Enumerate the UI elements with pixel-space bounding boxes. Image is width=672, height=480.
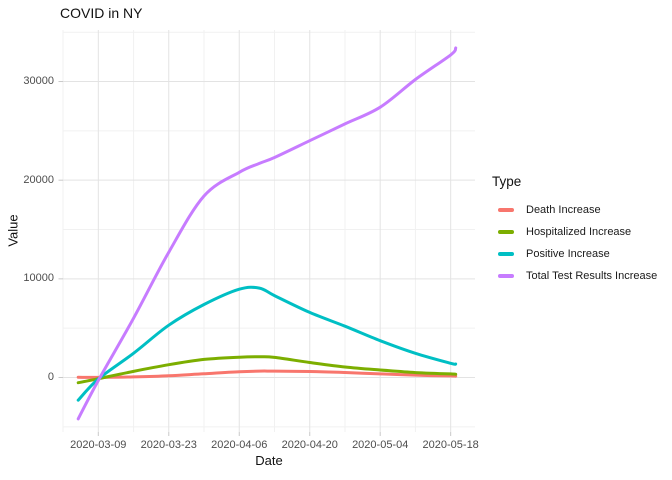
legend-items: Death Increase Hospitalized Increase Posit… [492, 199, 657, 287]
legend-swatch [498, 274, 514, 278]
x-tick-label: 2020-05-18 [422, 439, 479, 451]
legend: Type Death Increase Hospitalized Increase… [492, 174, 657, 287]
legend-item: Total Test Results Increase [492, 265, 657, 287]
legend-item-label: Total Test Results Increase [526, 270, 658, 282]
y-tick-label: 10000 [23, 272, 54, 285]
chart-title: COVID in NY [60, 5, 143, 21]
y-tick-label: 0 [47, 371, 54, 383]
legend-title: Type [492, 174, 522, 189]
legend-item: Hospitalized Increase [492, 221, 657, 243]
y-tick-label: 20000 [23, 173, 54, 186]
y-axis-title: Value [5, 214, 21, 247]
x-tick-label: 2020-03-09 [70, 439, 127, 451]
x-tick-label: 2020-05-04 [352, 439, 409, 451]
x-tick-label: 2020-04-20 [281, 439, 338, 451]
x-tick-label: 2020-03-23 [140, 439, 197, 451]
series-line-total-test-results-increase [76, 46, 458, 421]
legend-swatch [498, 252, 514, 256]
legend-item-label: Positive Increase [526, 248, 610, 260]
y-tick-label: 30000 [23, 75, 54, 88]
legend-item-label: Death Increase [526, 204, 601, 216]
series-line-hospitalized-increase [76, 355, 458, 385]
series-line-death-increase [76, 369, 458, 379]
legend-item: Death Increase [492, 199, 657, 221]
legend-swatch [498, 208, 514, 212]
series-line-positive-increase [76, 285, 458, 402]
legend-swatch [498, 230, 514, 234]
legend-item-label: Hospitalized Increase [526, 226, 632, 238]
legend-item: Positive Increase [492, 243, 657, 265]
x-axis-title: Date [255, 453, 283, 468]
x-tick-label: 2020-04-06 [211, 439, 268, 451]
